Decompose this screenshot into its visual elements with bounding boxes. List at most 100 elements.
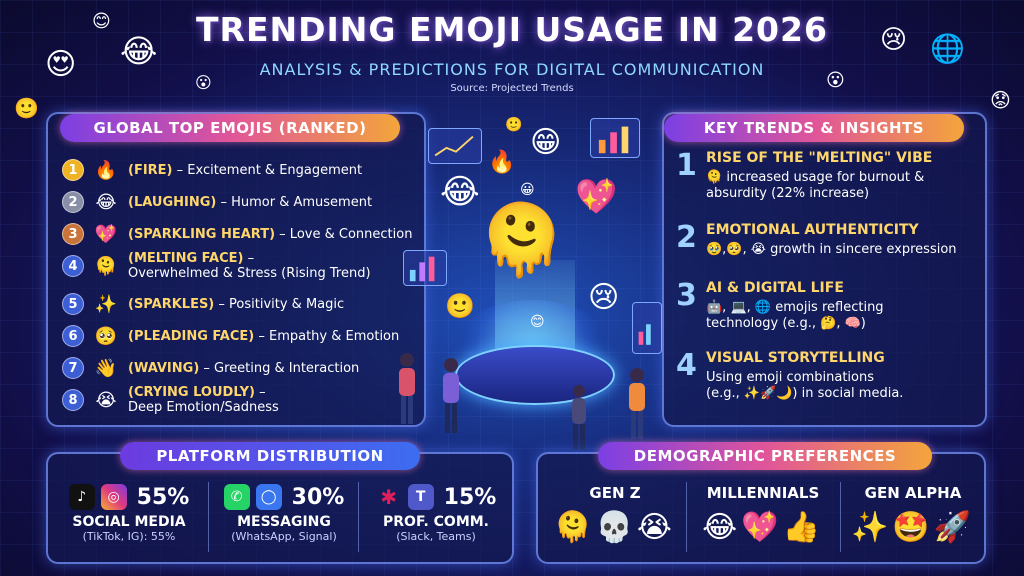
rank-emoji-name: (WAVING) [128, 360, 200, 376]
trend-body: Using emoji combinations (e.g., ✨🚀🌙) in s… [706, 370, 978, 402]
gen-alpha-label: GEN ALPHA [864, 484, 962, 502]
trend-body-line1: 🫠 increased usage for burnout & [706, 170, 925, 185]
rank-text: (WAVING) – Greeting & Interaction [128, 361, 359, 376]
rank-row: 2 😂 (LAUGHING) – Humor & Amusement [62, 187, 372, 217]
rank-emoji-desc: – Greeting & Interaction [199, 360, 360, 376]
rank-badge: 3 [62, 223, 84, 245]
laughing-bubble-emoji-icon: 😂 [440, 172, 480, 212]
gen-z-emojis: 🫠💀😭 [554, 510, 676, 545]
trend-line-chart-icon [428, 128, 482, 164]
rank-emoji-name: (MELTING FACE) [128, 251, 244, 266]
rank-badge: 7 [62, 357, 84, 379]
rank-emoji-icon: 💖 [94, 223, 118, 245]
melting-face-emoji-icon: 🫠 [478, 199, 566, 281]
sad-emoji-icon: 😢 [880, 25, 908, 55]
rank-emoji-icon: 😭 [95, 389, 117, 411]
rank-row: 8 😭 (CRYING LOUDLY) – Deep Emotion/Sadness [62, 385, 279, 415]
person-figure-icon [399, 353, 415, 424]
millennials-label: MILLENNIALS [706, 484, 820, 502]
rank-emoji-desc: – [254, 385, 266, 400]
rank-emoji-desc: – Humor & Amusement [216, 194, 373, 210]
rank-row: 6 🥺 (PLEADING FACE) – Empathy & Emotion [62, 321, 399, 351]
trend-body: 🫠 increased usage for burnout & absurdity… [706, 170, 978, 202]
rank-text: (PLEADING FACE) – Empathy & Emotion [128, 329, 399, 344]
trend-body-line2: (e.g., ✨🚀🌙) in social media. [706, 386, 904, 401]
rank-row: 4 🫠 (MELTING FACE) – Overwhelmed & Stress (… [62, 251, 371, 281]
rank-text: (FIRE) – Excitement & Engagement [128, 163, 362, 178]
trend-number: 4 [676, 348, 697, 383]
gen-z-label: GEN Z [589, 484, 641, 502]
platform-prof-comm: ✱ T 15% PROF. COMM. (Slack, Teams) [362, 484, 510, 543]
rank-text: (MELTING FACE) – Overwhelmed & Stress (Ri… [128, 251, 371, 281]
prof-comm-sub: (Slack, Teams) [396, 530, 476, 543]
demo-millennials: MILLENNIALS 😂💖👍 [698, 484, 828, 545]
rank-text: (SPARKLES) – Positivity & Magic [128, 297, 344, 312]
rank-badge: 4 [62, 255, 84, 277]
rank-emoji-name: (CRYING LOUDLY) [128, 385, 255, 400]
trends-panel [662, 112, 987, 427]
trend-number: 2 [676, 220, 697, 255]
demographics-heading: DEMOGRAPHIC PREFERENCES [598, 442, 932, 470]
trend-title: RISE OF THE "MELTING" VIBE [706, 150, 933, 166]
surprised-emoji-icon-right: 😮 [826, 70, 845, 91]
rank-text: (SPARKLING HEART) – Love & Connection [128, 227, 412, 242]
platform-heading: PLATFORM DISTRIBUTION [120, 442, 420, 470]
whatsapp-icon: ✆ [223, 484, 250, 510]
platform-messaging: ✆ ◯ 30% MESSAGING (WhatsApp, Signal) [212, 484, 356, 543]
rank-emoji-desc-line2: Deep Emotion/Sadness [128, 400, 279, 415]
bar-chart-icon [590, 118, 640, 158]
rank-emoji-desc: – Positivity & Magic [214, 296, 345, 312]
rank-emoji-icon: ✨ [94, 293, 118, 315]
rank-emoji-name: (SPARKLES) [128, 296, 215, 312]
trend-title: EMOTIONAL AUTHENTICITY [706, 222, 919, 238]
trend-number: 3 [676, 278, 697, 313]
smile-bubble-emoji-icon: 🙂 [445, 292, 475, 320]
rank-badge: 6 [62, 325, 84, 347]
phone-chart-icon [632, 302, 662, 354]
rank-badge: 1 [62, 159, 84, 181]
fire-emoji-icon: 🔥 [488, 150, 516, 175]
crying-bubble-emoji-icon: 😢 [588, 280, 620, 315]
rank-emoji-icon: 👋 [94, 357, 118, 379]
worried-emoji-icon: 😟 [990, 88, 1011, 112]
rank-emoji-name: (FIRE) [128, 162, 173, 178]
instagram-icon: ◎ [100, 484, 127, 510]
grin-emoji-icon: 😁 [530, 125, 562, 160]
rank-badge: 5 [62, 293, 84, 315]
person-figure-icon-3 [572, 385, 586, 450]
platform-divider-1 [208, 482, 209, 552]
small-bar-chart-icon [403, 250, 447, 286]
small-grin-emoji-icon: 😀 [520, 182, 535, 198]
slight-smile-emoji-icon: 🙂 [14, 96, 39, 120]
signal-icon: ◯ [255, 484, 282, 510]
rank-row: 1 🔥 (FIRE) – Excitement & Engagement [62, 155, 362, 185]
social-media-sub: (TikTok, IG): 55% [82, 530, 176, 543]
small-smile-emoji-icon: 🙂 [505, 117, 523, 133]
smile-emoji-icon: 😊 [92, 11, 111, 32]
social-media-percent: 55% [136, 484, 190, 510]
person-figure-icon-2 [443, 358, 459, 433]
rank-text: (CRYING LOUDLY) – Deep Emotion/Sadness [128, 385, 279, 415]
demo-divider-2 [840, 482, 841, 552]
rank-row: 7 👋 (WAVING) – Greeting & Interaction [62, 353, 359, 383]
page-title: TRENDING EMOJI USAGE IN 2026 [196, 10, 828, 49]
rank-emoji-desc: – Excitement & Engagement [172, 162, 363, 178]
trends-heading: KEY TRENDS & INSIGHTS [664, 114, 964, 142]
heart-eyes-emoji-icon: 😍 [45, 47, 77, 82]
trend-body-line1: 🥹,🥺, 😭 growth in sincere expression [706, 242, 957, 257]
trend-number: 1 [676, 148, 697, 183]
messaging-percent: 30% [291, 484, 345, 510]
trend-title: VISUAL STORYTELLING [706, 350, 885, 366]
rank-emoji-name: (PLEADING FACE) [128, 328, 255, 344]
rank-badge: 8 [62, 389, 84, 411]
trend-body-line1: Using emoji combinations [706, 370, 875, 385]
rank-emoji-name: (LAUGHING) [128, 194, 217, 210]
rank-emoji-desc: – Empathy & Emotion [254, 328, 400, 344]
rank-emoji-desc: – [243, 251, 255, 266]
trend-body-line2: technology (e.g., 🤔, 🧠) [706, 316, 866, 331]
gen-alpha-emojis: ✨🤩🚀 [850, 510, 976, 545]
top-emojis-heading: GLOBAL TOP EMOJIS (RANKED) [60, 114, 400, 142]
rank-emoji-desc-line2: Overwhelmed & Stress (Rising Trend) [128, 266, 371, 281]
messaging-sub: (WhatsApp, Signal) [231, 530, 337, 543]
rank-badge: 2 [62, 191, 84, 213]
